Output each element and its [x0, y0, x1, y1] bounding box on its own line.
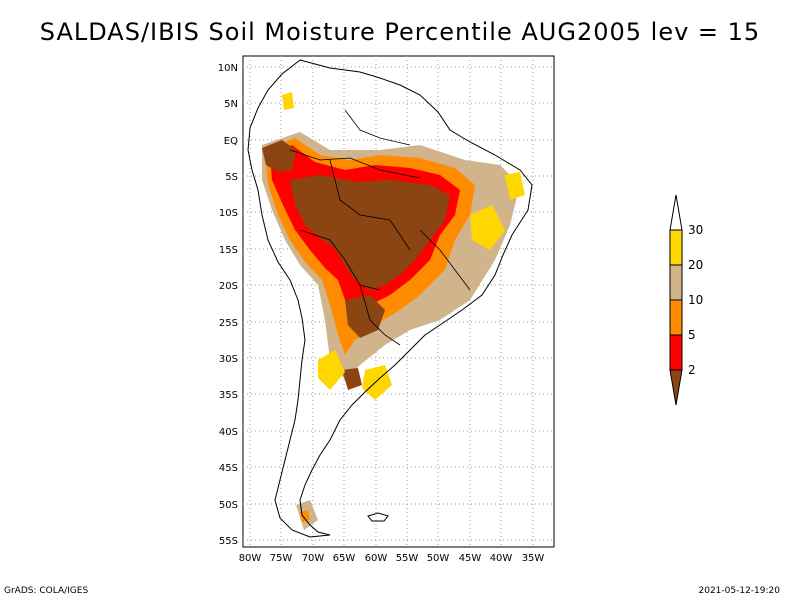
lat-label: 5S: [225, 172, 238, 183]
lat-labels: 10N 5N EQ 5S 10S 15S 20S 25S 30S 35S 40S…: [218, 63, 238, 547]
shade-lt-2: [342, 368, 362, 390]
shade-20-30: [318, 350, 345, 390]
color-bar-2-5: [669, 334, 683, 371]
lat-label: 30S: [219, 354, 238, 365]
lat-label: 35S: [219, 390, 238, 401]
footer-timestamp: 2021-05-12-19:20: [698, 586, 781, 596]
color-bar-label: 2: [688, 363, 696, 377]
color-bar-labels: 30 20 10 5 2: [688, 223, 703, 377]
color-bar-label: 30: [688, 223, 703, 237]
color-bar-bottom-triangle: [669, 369, 683, 406]
lon-label: 35W: [522, 553, 545, 564]
lat-label: 10N: [218, 63, 238, 74]
lat-label: 15S: [219, 245, 238, 256]
color-bar-label: 5: [688, 328, 696, 342]
lat-label: 45S: [219, 463, 238, 474]
lat-label: 10S: [219, 208, 238, 219]
lat-label: 55S: [219, 536, 238, 547]
shade-20-30: [282, 92, 294, 110]
lat-label: 25S: [219, 318, 238, 329]
lat-label: 40S: [219, 427, 238, 438]
lon-label: 50W: [427, 553, 450, 564]
color-bar-top-triangle: [669, 194, 683, 231]
color-bar-20-30: [669, 229, 683, 266]
shade-lt-2: [262, 140, 296, 172]
lon-label: 65W: [333, 553, 356, 564]
shade-lt-2: [290, 175, 450, 290]
lon-labels: 80W 75W 70W 65W 60W 55W 50W 45W 40W 35W: [239, 553, 545, 564]
color-bar-label: 20: [688, 258, 703, 272]
shade-20-30: [505, 172, 525, 200]
lon-label: 80W: [239, 553, 262, 564]
lon-label: 55W: [396, 553, 419, 564]
lon-label: 40W: [490, 553, 513, 564]
footer-credit: GrADS: COLA/IGES: [4, 586, 89, 596]
falkland-islands: [367, 512, 389, 522]
color-bar-10-20: [669, 264, 683, 301]
lon-label: 70W: [302, 553, 325, 564]
shade-20-30: [470, 205, 505, 250]
lat-label: EQ: [224, 136, 238, 147]
lon-label: 60W: [365, 553, 388, 564]
color-bar-label: 10: [688, 293, 703, 307]
lat-label: 50S: [219, 500, 238, 511]
lat-label: 20S: [219, 281, 238, 292]
lon-label: 75W: [270, 553, 293, 564]
color-bar-5-10: [669, 299, 683, 336]
soil-moisture-field: [262, 92, 525, 530]
color-bar: [669, 194, 683, 406]
coastline: [247, 59, 533, 538]
shade-lt-2: [345, 295, 385, 338]
lon-label: 45W: [459, 553, 482, 564]
lat-label: 5N: [224, 99, 238, 110]
country-borders: [289, 109, 471, 346]
shade-5-10: [300, 510, 310, 522]
map-title: SALDAS/IBIS Soil Moisture Percentile AUG…: [39, 18, 761, 46]
